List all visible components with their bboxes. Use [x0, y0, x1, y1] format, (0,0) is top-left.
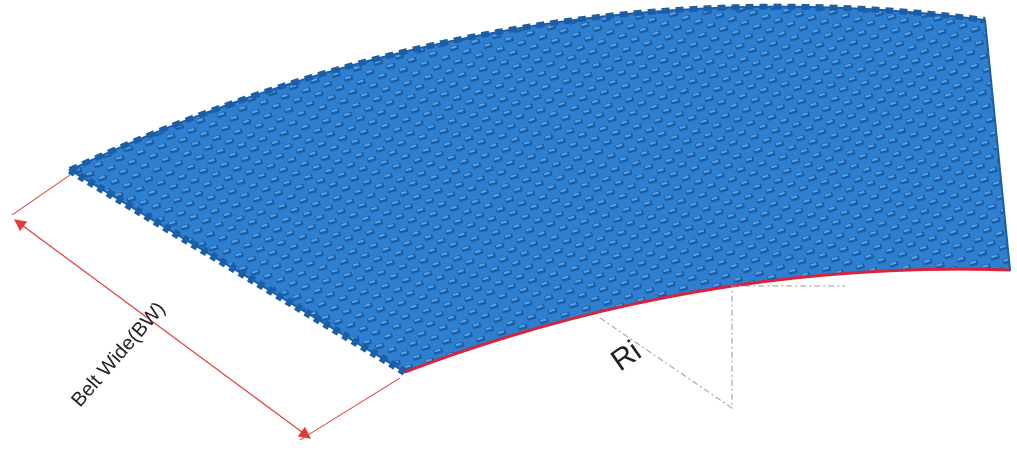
inner-edge-highlight	[404, 267, 1011, 374]
bw-dimension-arrow	[14, 219, 311, 439]
bw-extension-top	[11, 174, 71, 216]
inner-radius-label: Ri	[605, 334, 647, 377]
belt-outer-edge	[68, 3, 986, 173]
modular-belt	[67, 3, 1012, 376]
bw-extension-bottom	[299, 377, 401, 441]
belt-width-label: Belt Wide(BW)	[67, 298, 170, 411]
belt-surface	[67, 5, 1012, 374]
radius-guide-lines	[599, 285, 845, 409]
